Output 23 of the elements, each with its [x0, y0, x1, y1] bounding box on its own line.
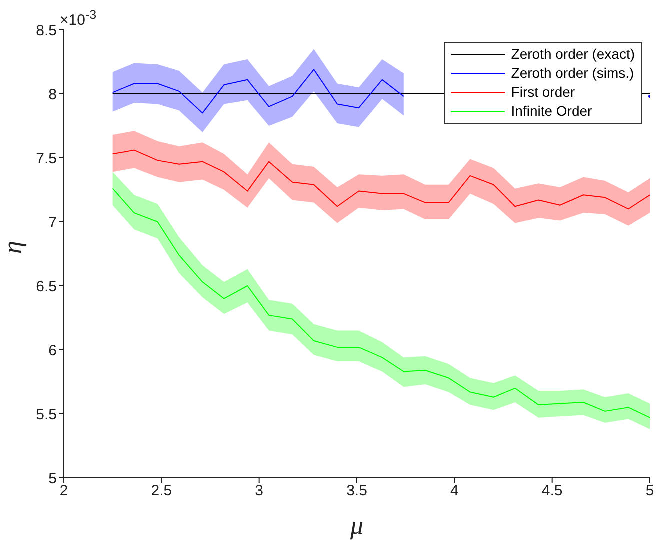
x-tick-label: 3.5 — [346, 482, 368, 500]
y-axis-title: η — [0, 241, 28, 254]
x-tick-label: 2 — [60, 482, 68, 500]
y-tick-label: 7.5 — [36, 150, 57, 168]
y-tick-label: 6 — [48, 342, 57, 360]
y-tick-label: 7 — [48, 214, 57, 232]
y-tick-label: 8 — [48, 86, 57, 104]
line-series — [112, 150, 650, 210]
text: ×10$^{-3}$ — [60, 8, 97, 29]
y-tick-label: 6.5 — [36, 278, 57, 296]
y-tick-label: 5 — [48, 470, 57, 488]
x-tick-label: 4.5 — [542, 482, 563, 500]
x-tick-label: 3 — [255, 482, 264, 500]
x-tick-label: 5 — [646, 482, 654, 500]
legend-label: Zeroth order (sims.) — [511, 64, 634, 83]
y-tick-label: 5.5 — [36, 406, 57, 424]
legend-label: Infinite Order — [511, 102, 592, 121]
legend-label: First order — [511, 83, 576, 102]
x-tick-label: 4 — [450, 482, 459, 500]
x-axis-title: μ — [349, 511, 364, 540]
y-tick-label: 8.5 — [36, 22, 57, 40]
x-tick-label: 2.5 — [151, 482, 172, 500]
legend-label: Zeroth order (exact) — [511, 45, 635, 64]
